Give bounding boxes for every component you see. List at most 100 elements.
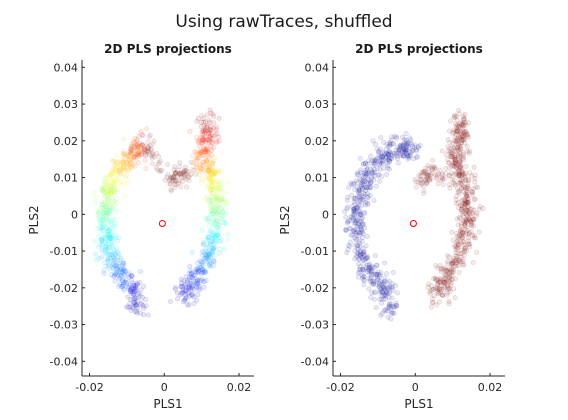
data-point: [388, 310, 394, 316]
data-point: [182, 173, 188, 179]
data-point: [105, 263, 112, 269]
data-point: [436, 286, 442, 292]
data-point: [198, 140, 204, 146]
data-point: [455, 107, 462, 114]
data-point: [199, 227, 205, 233]
data-point: [208, 152, 214, 158]
data-point: [191, 160, 197, 166]
data-point: [207, 229, 213, 235]
data-point: [355, 224, 361, 230]
data-point: [106, 231, 112, 237]
data-point: [128, 148, 134, 154]
data-point: [356, 186, 362, 192]
data-point: [197, 147, 203, 153]
data-point: [110, 265, 116, 271]
data-point: [105, 211, 111, 217]
data-point: [137, 140, 143, 147]
data-point: [126, 161, 132, 167]
data-point: [206, 223, 212, 229]
data-point: [177, 160, 183, 166]
data-point: [203, 269, 209, 275]
data-point: [108, 221, 114, 227]
data-point: [149, 153, 155, 159]
data-point: [200, 161, 206, 167]
data-point: [124, 168, 130, 174]
data-point: [449, 229, 455, 235]
data-point: [211, 210, 217, 216]
data-point: [117, 275, 123, 281]
data-point: [127, 282, 133, 288]
data-point: [183, 167, 189, 174]
data-point: [204, 112, 210, 118]
data-point: [109, 200, 115, 207]
data-point: [122, 272, 128, 278]
data-point: [206, 174, 212, 180]
data-point: [360, 231, 366, 237]
data-point: [210, 185, 216, 191]
data-point: [442, 176, 448, 182]
data-point: [100, 227, 106, 233]
data-point: [462, 120, 468, 126]
data-point: [141, 305, 147, 311]
data-point: [132, 302, 138, 308]
data-point: [384, 172, 390, 178]
data-point: [218, 205, 224, 211]
data-point: [207, 194, 213, 201]
data-point: [105, 246, 111, 252]
data-point: [397, 143, 403, 149]
data-point: [211, 258, 217, 264]
data-point: [133, 302, 140, 308]
data-point: [104, 251, 110, 257]
data-point: [357, 267, 363, 273]
data-point: [107, 203, 113, 209]
data-point: [107, 218, 114, 224]
data-point: [173, 170, 179, 176]
data-point: [356, 222, 362, 228]
data-point: [151, 138, 157, 144]
data-point: [207, 177, 214, 183]
data-point: [437, 262, 443, 268]
data-point: [105, 228, 111, 234]
data-point: [210, 186, 216, 192]
data-point: [211, 207, 217, 213]
data-point: [219, 195, 225, 201]
data-point: [446, 301, 452, 307]
data-point: [208, 127, 214, 134]
data-point: [364, 180, 370, 186]
data-point: [106, 240, 112, 246]
data-point: [135, 292, 141, 298]
data-point: [105, 218, 112, 224]
data-point: [130, 305, 136, 311]
data-point: [208, 167, 214, 173]
data-point: [211, 178, 217, 185]
data-point: [117, 170, 123, 176]
data-point: [98, 214, 104, 220]
data-point: [216, 182, 222, 188]
data-point: [118, 162, 124, 168]
data-point: [107, 234, 113, 240]
data-point: [202, 152, 208, 159]
data-point: [224, 237, 230, 243]
data-point: [153, 164, 159, 170]
data-point: [199, 141, 205, 147]
data-point: [128, 289, 134, 295]
data-point: [104, 209, 110, 216]
data-point: [206, 169, 212, 175]
data-point: [104, 195, 111, 201]
data-point: [127, 300, 133, 306]
data-point: [455, 127, 461, 133]
panel-title: 2D PLS projections: [104, 42, 232, 56]
data-point: [216, 181, 222, 187]
data-point: [354, 252, 360, 258]
data-point: [209, 176, 215, 182]
data-point: [112, 250, 118, 256]
data-point: [106, 227, 112, 234]
data-point: [217, 239, 223, 245]
data-point: [449, 170, 455, 176]
data-point: [376, 172, 382, 178]
data-point: [105, 241, 111, 247]
data-point: [447, 149, 453, 155]
data-point: [351, 209, 357, 215]
data-point: [207, 251, 213, 257]
data-point: [144, 126, 150, 132]
